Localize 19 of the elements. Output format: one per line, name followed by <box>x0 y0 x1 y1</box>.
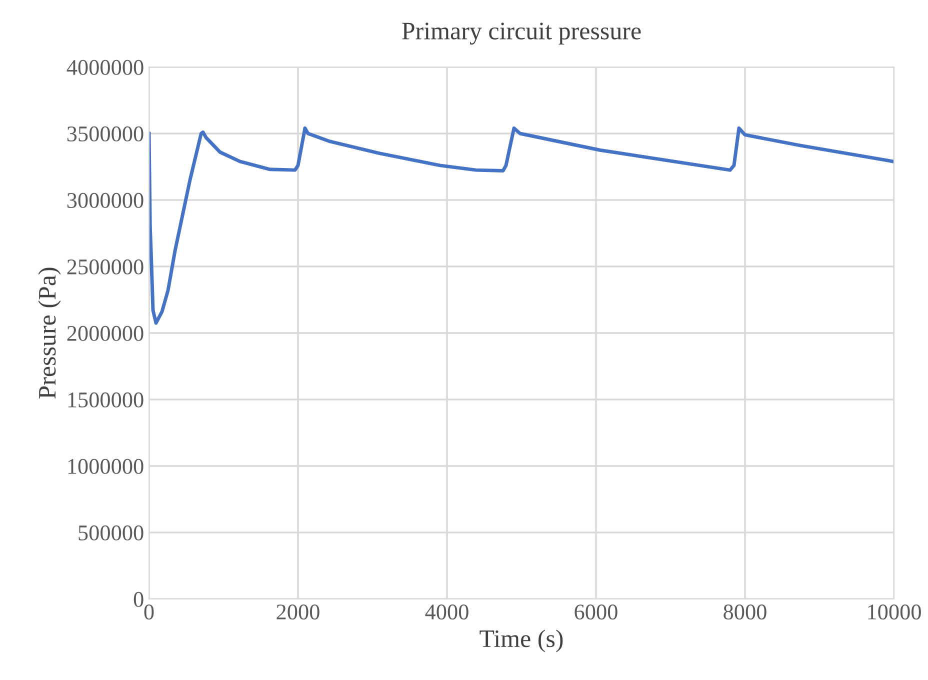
y-tick-label: 1000000 <box>68 458 144 474</box>
y-tick-label: 2000000 <box>67 326 144 341</box>
y-tick-label: 4000000 <box>66 60 144 75</box>
y-axis-title: Pressure (Pa) <box>38 268 61 399</box>
y-tick-label: 500000 <box>78 525 144 540</box>
x-axis-title: Time (s) <box>480 630 563 652</box>
y-tick-label: 2500000 <box>67 259 144 274</box>
y-tick-label: 1500000 <box>68 392 144 408</box>
y-tick-label: 0 <box>134 592 144 607</box>
chart-title: Primary circuit pressure <box>402 22 641 45</box>
x-tick-label: 10000 <box>868 604 921 620</box>
x-tick-label: 2000 <box>276 604 320 620</box>
y-tick-label: 3500000 <box>67 126 144 142</box>
x-tick-label: 4000 <box>425 604 468 620</box>
y-tick-label: 3000000 <box>67 192 144 208</box>
x-tick-label: 6000 <box>574 604 618 620</box>
x-tick-label: 8000 <box>724 604 766 620</box>
x-tick-label: 0 <box>144 604 154 620</box>
line-series <box>149 126 894 325</box>
